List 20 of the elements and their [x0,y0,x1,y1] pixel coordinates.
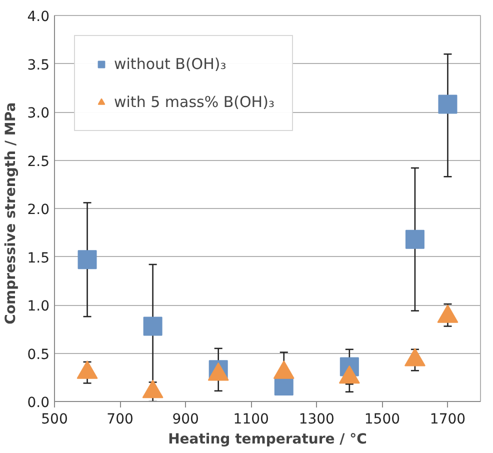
x-axis-title: Heating temperature / °C [168,432,367,448]
x-tick-label: 1100 [233,412,269,428]
y-tick-label: 0.5 [27,346,50,363]
y-tick-label: 1.5 [27,250,50,266]
x-tick-label: 1300 [298,412,334,428]
y-tick-label: 2.0 [27,202,50,218]
y-axis-title: Compressive strength / MPa [3,102,20,324]
x-tick-label: 900 [172,412,199,428]
y-tick-label: 3.0 [27,106,50,122]
x-tick-label: 1700 [430,412,466,428]
x-tick-label: 1500 [364,412,400,428]
y-tick-label: 0.0 [27,395,50,411]
y-tick-label: 1.0 [27,298,50,314]
y-tick-label: 4.0 [27,9,50,25]
x-tick-label: 500 [41,412,68,428]
x-tick-label: 700 [106,412,134,428]
legend-label: without B(OH)₃ [114,55,226,73]
y-tick-label: 3.5 [27,57,50,74]
y-tick-label: 2.5 [27,154,50,170]
legend-label: with 5 mass% B(OH)₃ [114,93,274,111]
